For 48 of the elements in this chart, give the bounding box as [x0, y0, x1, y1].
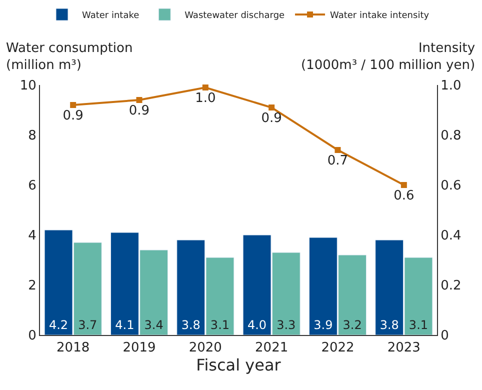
point — [202, 84, 208, 90]
y-tick-label: 6 — [28, 178, 36, 194]
data-label: 4.0 — [247, 318, 267, 332]
x-tick-label: 2020 — [188, 340, 222, 356]
legend-label: Wastewater discharge — [184, 11, 286, 22]
data-label: 3.4 — [144, 318, 164, 332]
data-label: 4.2 — [48, 318, 68, 332]
x-tick-label: 2022 — [321, 340, 354, 356]
point — [268, 104, 275, 110]
x-tick-label: 2023 — [387, 340, 420, 356]
data-label: 4.1 — [115, 318, 134, 332]
y2-axis-title: Intensity (1000m³ / 100 million yen) — [301, 41, 476, 73]
point — [400, 182, 407, 188]
point — [70, 102, 76, 108]
x-tick-label: 2019 — [122, 340, 156, 356]
x-tick-label: 2018 — [56, 340, 90, 356]
data-label: 3.9 — [314, 318, 333, 332]
y-tick-label: 4 — [28, 228, 36, 244]
data-label: 0.9 — [128, 104, 150, 118]
y2-tick-label: 0.2 — [440, 278, 462, 294]
data-label: 3.7 — [78, 318, 98, 332]
data-label: 3.1 — [408, 318, 428, 332]
point — [136, 97, 142, 103]
y2-tick-label: 0 — [440, 328, 449, 344]
x-tick-label: 2021 — [255, 340, 288, 356]
data-label: 0.7 — [327, 154, 348, 168]
data-label: 1.0 — [195, 91, 216, 106]
y2-tick-label: 0.8 — [440, 128, 462, 144]
y-tick-label: 8 — [28, 128, 36, 144]
y2-tick-label: 0.4 — [440, 228, 462, 244]
data-label: 3.8 — [181, 318, 200, 332]
data-label: 3.2 — [342, 318, 362, 332]
legend-label: Water intake intensity — [330, 11, 430, 22]
data-label: 3.8 — [380, 318, 399, 332]
y-tick-label: 0 — [28, 328, 36, 344]
point — [334, 147, 341, 153]
data-label: 0.9 — [62, 108, 84, 124]
x-axis-title: Fiscal year — [196, 356, 282, 375]
y-tick-label: 2 — [28, 278, 36, 294]
legend-label: Water intake — [82, 11, 140, 22]
data-label: 0.6 — [394, 188, 414, 204]
data-label: 0.9 — [261, 111, 282, 126]
y-axis-title: Water consumption (million m³) — [6, 41, 133, 73]
y2-tick-label: 1.0 — [440, 78, 462, 94]
data-label: 3.3 — [276, 318, 296, 332]
y2-tick-label: 0.6 — [440, 178, 462, 194]
y-tick-label: 10 — [20, 78, 36, 94]
data-label: 3.1 — [210, 318, 230, 332]
